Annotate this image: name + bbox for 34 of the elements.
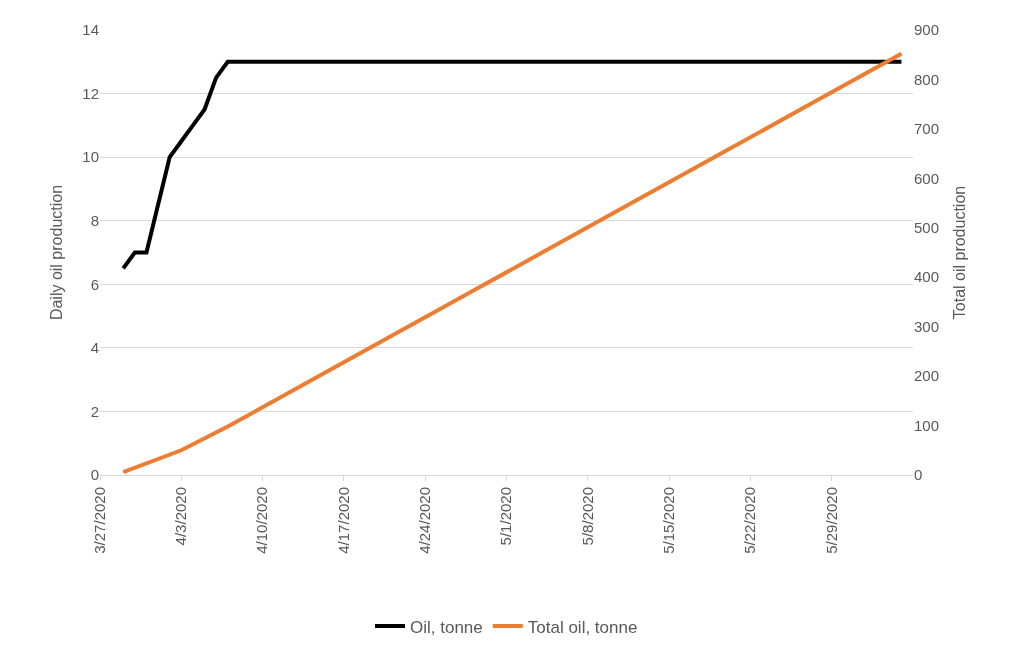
y-tick-label: 10 — [82, 148, 99, 166]
x-tick-label: 5/29/2020 — [822, 487, 840, 554]
y2-tick-label: 900 — [914, 21, 940, 39]
y-tick-label: 2 — [90, 402, 99, 420]
x-tick-label: 5/22/2020 — [741, 487, 759, 554]
x-tick-label: 3/27/2020 — [90, 487, 108, 554]
x-tick-label: 4/24/2020 — [416, 487, 434, 554]
y-axis-title: Daily oil production — [48, 184, 66, 321]
y-tick-label: 12 — [82, 84, 99, 102]
x-tick-label: 4/3/2020 — [172, 487, 190, 546]
y2-tick-label: 200 — [914, 367, 940, 385]
y-tick-label: 8 — [90, 211, 99, 229]
x-tick-label: 5/8/2020 — [578, 487, 596, 546]
x-tick-label: 4/10/2020 — [253, 487, 271, 554]
y2-tick-label: 500 — [914, 219, 940, 237]
y-tick-label: 14 — [82, 21, 99, 39]
y2-tick-label: 800 — [914, 70, 940, 88]
y2-tick-label: 300 — [914, 317, 940, 335]
y2-tick-label: 100 — [914, 416, 940, 434]
x-tick-label: 5/15/2020 — [659, 487, 677, 554]
y-tick-label: 6 — [90, 275, 99, 293]
y-tick-label: 4 — [90, 339, 99, 357]
y2-tick-label: 600 — [914, 169, 940, 187]
y2-axis-title: Total oil production — [950, 185, 968, 320]
y2-tick-label: 700 — [914, 120, 940, 138]
y-tick-label: 0 — [90, 466, 99, 484]
y2-tick-label: 400 — [914, 268, 940, 286]
line-series — [121, 59, 904, 271]
line-series — [121, 51, 904, 475]
legend-label: Oil, tonne — [410, 617, 483, 637]
y2-tick-label: 0 — [914, 466, 923, 484]
x-tick-label: 4/17/2020 — [334, 487, 352, 554]
x-tick-label: 5/1/2020 — [497, 487, 515, 546]
legend-label: Total oil, tonne — [527, 617, 638, 637]
